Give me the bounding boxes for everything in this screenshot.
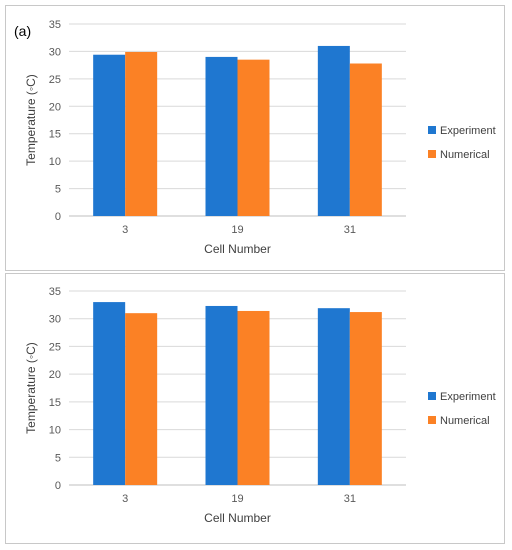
- x-tick-label: 19: [231, 493, 243, 505]
- x-tick-label: 31: [344, 493, 356, 505]
- y-tick-label: 0: [55, 480, 61, 492]
- bar-numerical-cell-3: [125, 51, 158, 216]
- y-axis-title: Temperature (◦C): [24, 342, 38, 434]
- y-tick-label: 15: [49, 397, 61, 409]
- x-axis-title: Cell Number: [204, 242, 271, 256]
- x-tick-label: 3: [122, 224, 128, 236]
- y-tick-label: 0: [55, 211, 61, 223]
- y-tick-label: 25: [49, 74, 61, 86]
- legend-swatch-numerical: [428, 150, 436, 158]
- bar-numerical-cell-19: [237, 59, 270, 217]
- x-axis-title: Cell Number: [204, 511, 271, 525]
- chart-panel-a: (a) 0 5 10 15 20 25 30 35 3 19 31 Cell Number Tempera…: [5, 5, 505, 271]
- legend-label-experiment: Experiment: [440, 391, 496, 403]
- bar-experiment-cell-3: [93, 302, 126, 485]
- y-tick-label: 30: [49, 46, 61, 58]
- y-tick-label: 10: [49, 425, 61, 437]
- y-tick-label: 35: [49, 286, 61, 298]
- y-tick-label: 30: [49, 314, 61, 326]
- x-tick-label: 19: [231, 224, 243, 236]
- bar-experiment-cell-19: [205, 305, 238, 485]
- y-tick-label: 5: [55, 452, 61, 464]
- legend-label-numerical: Numerical: [440, 415, 490, 427]
- y-tick-label: 35: [49, 19, 61, 31]
- bar-chart-a: (a) 0 5 10 15 20 25 30 35 3 19 31 Cell Number Tempera…: [14, 19, 496, 256]
- y-tick-label: 20: [49, 369, 61, 381]
- bar-experiment-cell-31: [317, 308, 350, 485]
- bar-numerical-cell-31: [349, 312, 382, 485]
- y-tick-label: 10: [49, 156, 61, 168]
- x-tick-label: 31: [344, 224, 356, 236]
- y-tick-label: 20: [49, 101, 61, 113]
- y-axis-title: Temperature (◦C): [24, 74, 38, 166]
- y-tick-label: 5: [55, 184, 61, 196]
- legend-swatch-experiment: [428, 126, 436, 134]
- bar-experiment-cell-3: [93, 54, 126, 216]
- legend-label-experiment: Experiment: [440, 125, 496, 137]
- y-tick-label: 25: [49, 341, 61, 353]
- bar-numerical-cell-3: [125, 313, 158, 485]
- bar-experiment-cell-19: [205, 56, 238, 216]
- bar-experiment-cell-31: [317, 45, 350, 216]
- y-tick-label: 15: [49, 129, 61, 141]
- legend-swatch-experiment: [428, 392, 436, 400]
- x-tick-label: 3: [122, 493, 128, 505]
- bar-numerical-cell-19: [237, 310, 270, 485]
- bar-numerical-cell-31: [349, 63, 382, 216]
- panel-label: (a): [14, 23, 31, 39]
- legend-label-numerical: Numerical: [440, 149, 490, 161]
- legend-swatch-numerical: [428, 416, 436, 424]
